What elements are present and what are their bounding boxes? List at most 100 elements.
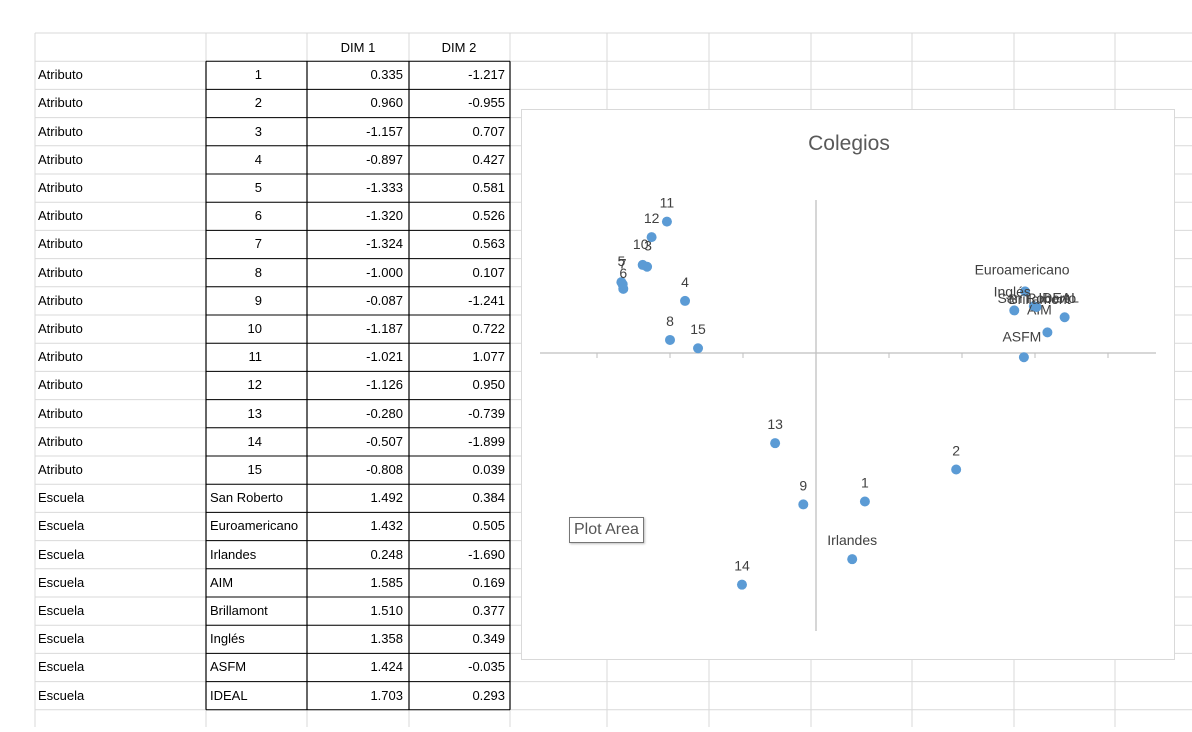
cell-name[interactable]: 2 [254, 95, 262, 111]
data-point[interactable] [1031, 302, 1042, 313]
cell-dim1[interactable]: 1.585 [370, 574, 403, 590]
cell-category[interactable]: Escuela [38, 603, 85, 618]
cell-dim2[interactable]: 0.039 [472, 462, 505, 477]
cell-dim2[interactable]: -1.690 [468, 546, 505, 562]
cell-dim2[interactable]: 0.377 [472, 603, 505, 618]
cell-dim1[interactable]: 1.510 [370, 603, 403, 618]
cell-category[interactable]: Atributo [38, 433, 83, 449]
cell-category[interactable]: Atributo [38, 377, 83, 393]
cell-category[interactable]: Atributo [38, 321, 83, 336]
cell-name[interactable]: Inglés [210, 631, 245, 647]
cell-dim2[interactable]: -1.899 [468, 433, 505, 449]
data-point[interactable] [1018, 352, 1029, 363]
data-point[interactable] [1059, 312, 1070, 323]
cell-dim2[interactable]: -1.217 [468, 67, 505, 83]
cell-name[interactable]: 14 [247, 433, 262, 449]
cell-dim2[interactable]: 0.169 [472, 574, 505, 590]
cell-category[interactable]: Atributo [38, 405, 83, 421]
chart-title[interactable]: Colegios [808, 132, 890, 155]
cell-dim2[interactable]: 0.950 [472, 377, 505, 393]
cell-dim1[interactable]: 1.358 [370, 631, 403, 647]
cell-dim1[interactable]: -1.157 [366, 123, 403, 139]
cell-dim2[interactable]: -0.035 [468, 659, 505, 675]
cell-name[interactable]: 5 [254, 180, 262, 195]
cell-category[interactable]: Escuela [38, 574, 85, 590]
data-point[interactable] [736, 579, 747, 590]
cell-dim2[interactable]: 0.722 [472, 321, 505, 336]
cell-dim2[interactable]: -1.241 [468, 292, 505, 308]
cell-category[interactable]: Atributo [38, 123, 83, 139]
data-point[interactable] [637, 259, 648, 270]
cell-dim2[interactable]: 0.707 [472, 123, 505, 139]
cell-dim1[interactable]: -1.333 [366, 180, 403, 195]
cell-dim2[interactable]: 0.526 [472, 208, 505, 224]
cell-dim2[interactable]: 0.384 [472, 490, 505, 506]
cell-name[interactable]: 15 [247, 462, 262, 477]
cell-category[interactable]: Atributo [38, 462, 83, 477]
cell-name[interactable]: San Roberto [210, 490, 283, 506]
data-point[interactable] [951, 464, 962, 475]
cell-dim2[interactable]: 0.581 [472, 180, 505, 195]
cell-dim1[interactable]: 1.703 [370, 687, 403, 703]
cell-dim2[interactable]: -0.955 [468, 95, 505, 111]
cell-name[interactable]: 8 [254, 264, 262, 280]
cell-dim2[interactable]: 0.107 [472, 264, 505, 280]
cell-category[interactable]: Escuela [38, 659, 85, 675]
cell-name[interactable]: 7 [254, 236, 262, 252]
cell-dim1[interactable]: -0.507 [366, 433, 403, 449]
cell-dim1[interactable]: -1.000 [366, 264, 403, 280]
data-point[interactable] [847, 554, 858, 565]
data-point[interactable] [1020, 286, 1031, 297]
cell-category[interactable]: Atributo [38, 151, 83, 167]
cell-dim1[interactable]: -1.320 [366, 208, 403, 224]
cell-name[interactable]: 3 [254, 123, 262, 139]
cell-dim2[interactable]: 0.505 [472, 518, 505, 534]
data-point[interactable] [1009, 305, 1020, 316]
cell-name[interactable]: Euroamericano [210, 518, 299, 534]
cell-dim2[interactable]: 0.293 [472, 687, 505, 703]
cell-category[interactable]: Atributo [38, 67, 83, 83]
data-point[interactable] [798, 499, 809, 510]
cell-dim1[interactable]: -1.324 [366, 236, 403, 252]
cell-category[interactable]: Atributo [38, 180, 83, 195]
cell-name[interactable]: 9 [254, 292, 262, 308]
cell-category[interactable]: Escuela [38, 490, 85, 506]
cell-dim1[interactable]: 0.335 [370, 67, 403, 83]
header-dim1[interactable]: DIM 1 [340, 40, 376, 55]
cell-dim1[interactable]: -1.187 [366, 321, 403, 336]
cell-name[interactable]: AIM [210, 574, 234, 590]
cell-dim2[interactable]: 0.563 [472, 236, 505, 252]
cell-category[interactable]: Atributo [38, 349, 83, 365]
cell-dim2[interactable]: -0.739 [468, 405, 505, 421]
data-point[interactable] [693, 343, 704, 354]
cell-name[interactable]: Brillamont [210, 603, 268, 618]
data-point[interactable] [859, 496, 870, 507]
cell-dim1[interactable]: 1.432 [370, 518, 403, 534]
cell-dim1[interactable]: 0.960 [370, 95, 403, 111]
cell-dim2[interactable]: 1.077 [472, 349, 505, 365]
data-point[interactable] [646, 232, 657, 243]
cell-category[interactable]: Atributo [38, 292, 83, 308]
cell-name[interactable]: Irlandes [210, 546, 257, 562]
cell-category[interactable]: Escuela [38, 546, 85, 562]
cell-name[interactable]: 4 [254, 151, 262, 167]
cell-dim1[interactable]: 1.492 [370, 490, 403, 506]
cell-name[interactable]: ASFM [210, 659, 247, 675]
data-point[interactable] [617, 279, 628, 290]
header-dim2[interactable]: DIM 2 [441, 40, 477, 55]
cell-dim1[interactable]: -0.897 [366, 151, 403, 167]
cell-category[interactable]: Atributo [38, 208, 83, 224]
cell-name[interactable]: 12 [247, 377, 262, 393]
cell-dim2[interactable]: 0.427 [472, 151, 505, 167]
cell-category[interactable]: Escuela [38, 518, 85, 534]
cell-name[interactable]: 13 [247, 405, 262, 421]
cell-dim1[interactable]: -0.280 [366, 405, 403, 421]
cell-dim1[interactable]: -0.087 [366, 292, 403, 308]
data-point[interactable] [770, 438, 781, 449]
cell-category[interactable]: Atributo [38, 264, 83, 280]
cell-dim2[interactable]: 0.349 [472, 631, 505, 647]
cell-dim1[interactable]: 0.248 [370, 546, 403, 562]
cell-category[interactable]: Escuela [38, 687, 85, 703]
cell-dim1[interactable]: -1.126 [366, 377, 403, 393]
